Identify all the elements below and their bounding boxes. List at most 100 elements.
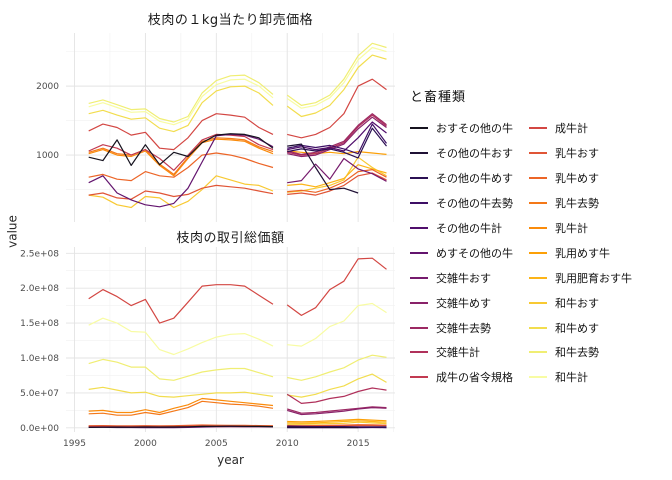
series-line — [88, 54, 387, 133]
series-line — [88, 425, 274, 428]
legend-key-line — [410, 251, 428, 254]
legend-item: 和牛計 — [529, 365, 632, 390]
legend-item: 乳用めす牛 — [529, 240, 632, 265]
legend-item: 乳牛計 — [529, 216, 632, 241]
legend-label: 乳牛計 — [555, 222, 588, 235]
legend-item: めすその他の牛 — [410, 240, 513, 265]
series-line — [287, 143, 359, 194]
legend-label: 成牛の省令規格 — [436, 371, 513, 385]
legend-item: 交雑牛おす — [410, 265, 513, 290]
facet-title-total-value: 枝肉の取引総価額 — [176, 231, 285, 246]
legend-label: その他の牛去勢 — [436, 197, 513, 211]
x-tick-label: 2005 — [205, 439, 228, 449]
series-line — [88, 42, 387, 123]
facet-title-unit-price: 枝肉の１kg当たり卸売価格 — [147, 13, 314, 28]
x-axis-title: year — [217, 453, 244, 467]
y-tick-label: 1.0e+08 — [20, 354, 59, 364]
series-line — [88, 257, 387, 324]
legend-label: 交雑牛おす — [436, 271, 491, 285]
y-tick-label: 0.0e+00 — [20, 424, 59, 434]
legend-key-line — [410, 152, 428, 155]
legend-key-line — [410, 326, 428, 329]
series-line — [88, 78, 387, 151]
legend-grid: おすその他の牛 その他の牛おす その他の牛めす その他の牛去勢 その他の牛計 めすその他の… — [410, 116, 632, 390]
legend-key-line — [410, 202, 428, 205]
series-line — [287, 150, 387, 155]
legend: と畜種類 おすその他の牛 その他の牛おす その他の牛めす その他の牛去勢 その他の牛計め… — [410, 86, 632, 390]
legend-item: 和牛めす — [529, 315, 632, 340]
legend-key-line — [410, 301, 428, 304]
series-line — [287, 157, 387, 184]
y-tick-label: 5.0e+07 — [20, 389, 59, 399]
series-line — [287, 123, 387, 155]
x-tick-label: 2000 — [134, 439, 157, 449]
legend-label: 和牛めす — [555, 321, 599, 335]
series-line — [88, 172, 387, 200]
y-tick-label: 2.0e+08 — [20, 284, 59, 294]
legend-key-line — [529, 326, 547, 329]
legend-key-line — [410, 351, 428, 354]
series-line — [88, 133, 274, 208]
legend-label: 乳用めす牛 — [555, 246, 610, 260]
legend-label: 交雑牛計 — [436, 346, 480, 360]
y-tick-label: 1.5e+08 — [20, 319, 59, 329]
legend-key-line — [529, 227, 547, 229]
series-line — [287, 406, 387, 414]
legend-label: その他の牛めす — [436, 172, 513, 186]
series-line — [88, 397, 274, 414]
legend-item: 和牛おす — [529, 290, 632, 315]
legend-item: 乳牛おす — [529, 141, 632, 166]
series-line — [88, 152, 387, 193]
legend-key-line — [410, 276, 428, 279]
panel-unit-price: 1000 2000 — [36, 33, 395, 222]
legend-key-line — [410, 177, 428, 180]
legend-key-line — [529, 202, 547, 205]
y-tick-label: 2000 — [36, 82, 59, 92]
legend-label: 乳用肥育おす牛 — [555, 271, 632, 285]
legend-key-line — [529, 152, 547, 155]
legend-item: 乳牛去勢 — [529, 191, 632, 216]
legend-key-line — [529, 301, 547, 304]
series-line — [88, 133, 274, 166]
legend-item: 交雑牛去勢 — [410, 315, 513, 340]
series-line — [88, 354, 387, 381]
series-line — [287, 418, 387, 423]
legend-item: 交雑牛計 — [410, 340, 513, 365]
legend-label: その他の牛計 — [436, 222, 502, 235]
legend-key-line — [410, 227, 428, 229]
legend-key-line — [529, 376, 547, 379]
series-line — [287, 426, 359, 429]
x-tick-label: 2010 — [276, 439, 299, 449]
legend-label: おすその他の牛 — [436, 122, 513, 136]
legend-label: 交雑牛去勢 — [436, 321, 491, 335]
legend-label: 和牛去勢 — [555, 346, 599, 360]
legend-label: 乳牛去勢 — [555, 197, 599, 211]
legend-key-line — [529, 276, 547, 279]
y-tick-label: 2.5e+08 — [20, 249, 59, 259]
legend-label: 和牛計 — [555, 371, 588, 385]
x-tick-label: 1995 — [63, 439, 86, 449]
legend-item: 乳用肥育おす牛 — [529, 265, 632, 290]
legend-item: 成牛の省令規格 — [410, 365, 513, 390]
panel-total-value: 0.0e+00 5.0e+07 1.0e+08 1.5e+08 2.0e+08 2.5e+… — [20, 247, 395, 449]
series-line — [88, 400, 274, 416]
legend-key-line — [410, 127, 428, 130]
series-line — [88, 138, 274, 177]
legend-item: その他の牛めす — [410, 166, 513, 191]
series-line — [88, 373, 387, 398]
series-line — [88, 46, 387, 126]
legend-key-line — [529, 177, 547, 180]
legend-item: 成牛計 — [529, 116, 632, 141]
y-tick-label: 1000 — [36, 151, 59, 161]
legend-label: 成牛計 — [555, 122, 588, 136]
legend-label: 和牛おす — [555, 296, 599, 310]
series-line — [287, 113, 387, 155]
series-line — [287, 407, 387, 416]
series-line — [287, 114, 387, 156]
legend-label: 交雑牛めす — [436, 296, 491, 310]
legend-key-line — [529, 127, 547, 130]
legend-item: おすその他の牛 — [410, 116, 513, 141]
legend-label: めすその他の牛 — [436, 246, 513, 260]
series-line — [88, 302, 387, 356]
